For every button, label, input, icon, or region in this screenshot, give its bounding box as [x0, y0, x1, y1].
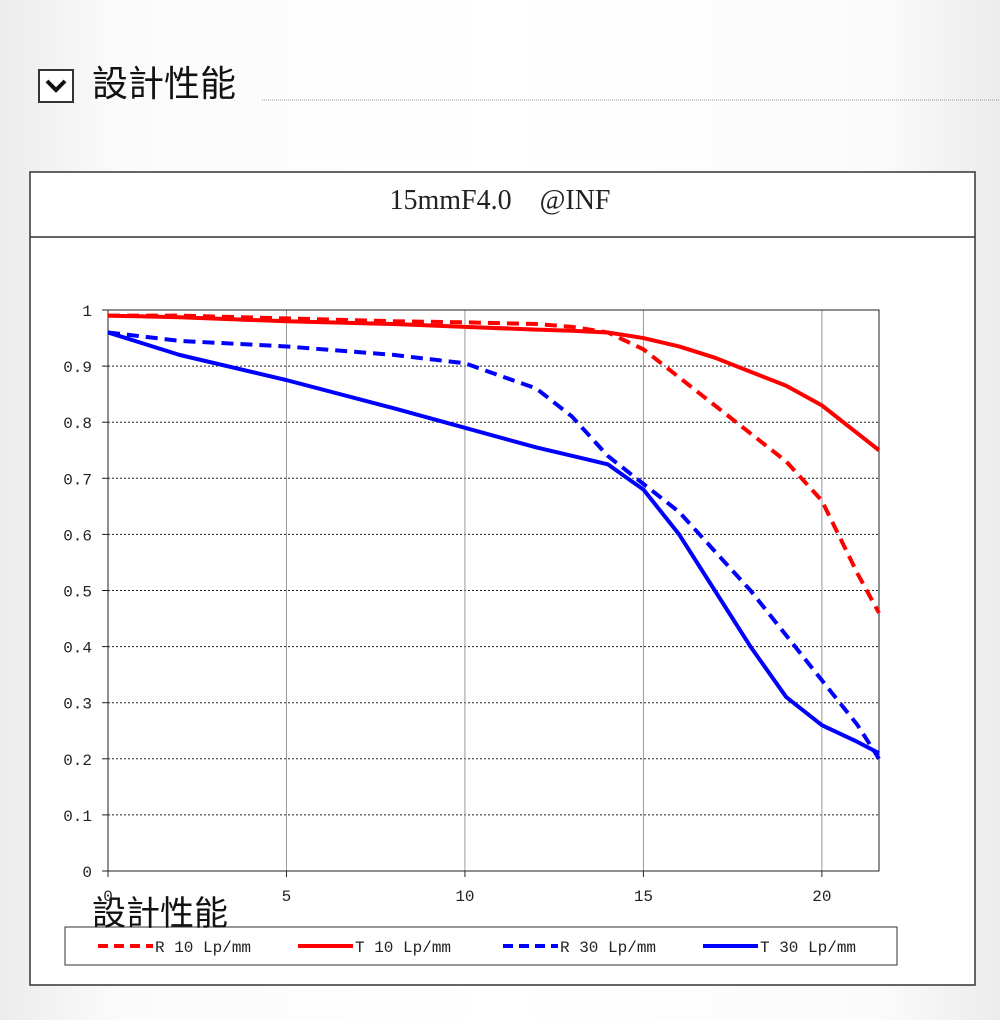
series-line: [107, 330, 881, 760]
y-tick-label: 0.1: [63, 808, 92, 826]
series-line: [107, 330, 880, 755]
y-tick-label: 1: [82, 303, 92, 321]
y-tick-label: 0.8: [63, 415, 92, 433]
section-title: 設計性能: [92, 64, 236, 105]
collapse-toggle[interactable]: [38, 69, 74, 103]
x-tick-label: 10: [455, 888, 474, 906]
series-line: [108, 313, 881, 614]
checkbox[interactable]: [38, 69, 74, 103]
y-tick-label: 0.5: [63, 584, 92, 602]
legend-label: R 10 Lp/mm: [155, 939, 251, 957]
chart-title: 15mmF4.0 @INF: [389, 185, 610, 216]
y-tick-label: 0.7: [63, 471, 92, 489]
legend-label: R 30 Lp/mm: [560, 939, 656, 957]
plot-border: [107, 309, 880, 872]
y-tick-label: 0.2: [63, 752, 92, 770]
x-tick-label: 5: [282, 888, 292, 906]
y-tick-label: 0.9: [63, 359, 92, 377]
legend-box: [64, 926, 898, 966]
caption-overlay: 設計性能: [92, 894, 228, 934]
y-tick-label: 0.3: [63, 696, 92, 714]
chevron-icon: [45, 79, 67, 93]
y-tick-label: 0: [82, 864, 92, 882]
y-tick-label: 0.6: [63, 527, 92, 545]
x-tick-label: 15: [634, 888, 653, 906]
legend-label: T 10 Lp/mm: [355, 939, 451, 957]
series-line: [107, 313, 881, 452]
legend-label: T 30 Lp/mm: [760, 939, 856, 957]
x-tick-label: 0: [103, 888, 113, 906]
x-tick-label: 20: [812, 888, 831, 906]
y-tick-label: 0.4: [63, 640, 92, 658]
